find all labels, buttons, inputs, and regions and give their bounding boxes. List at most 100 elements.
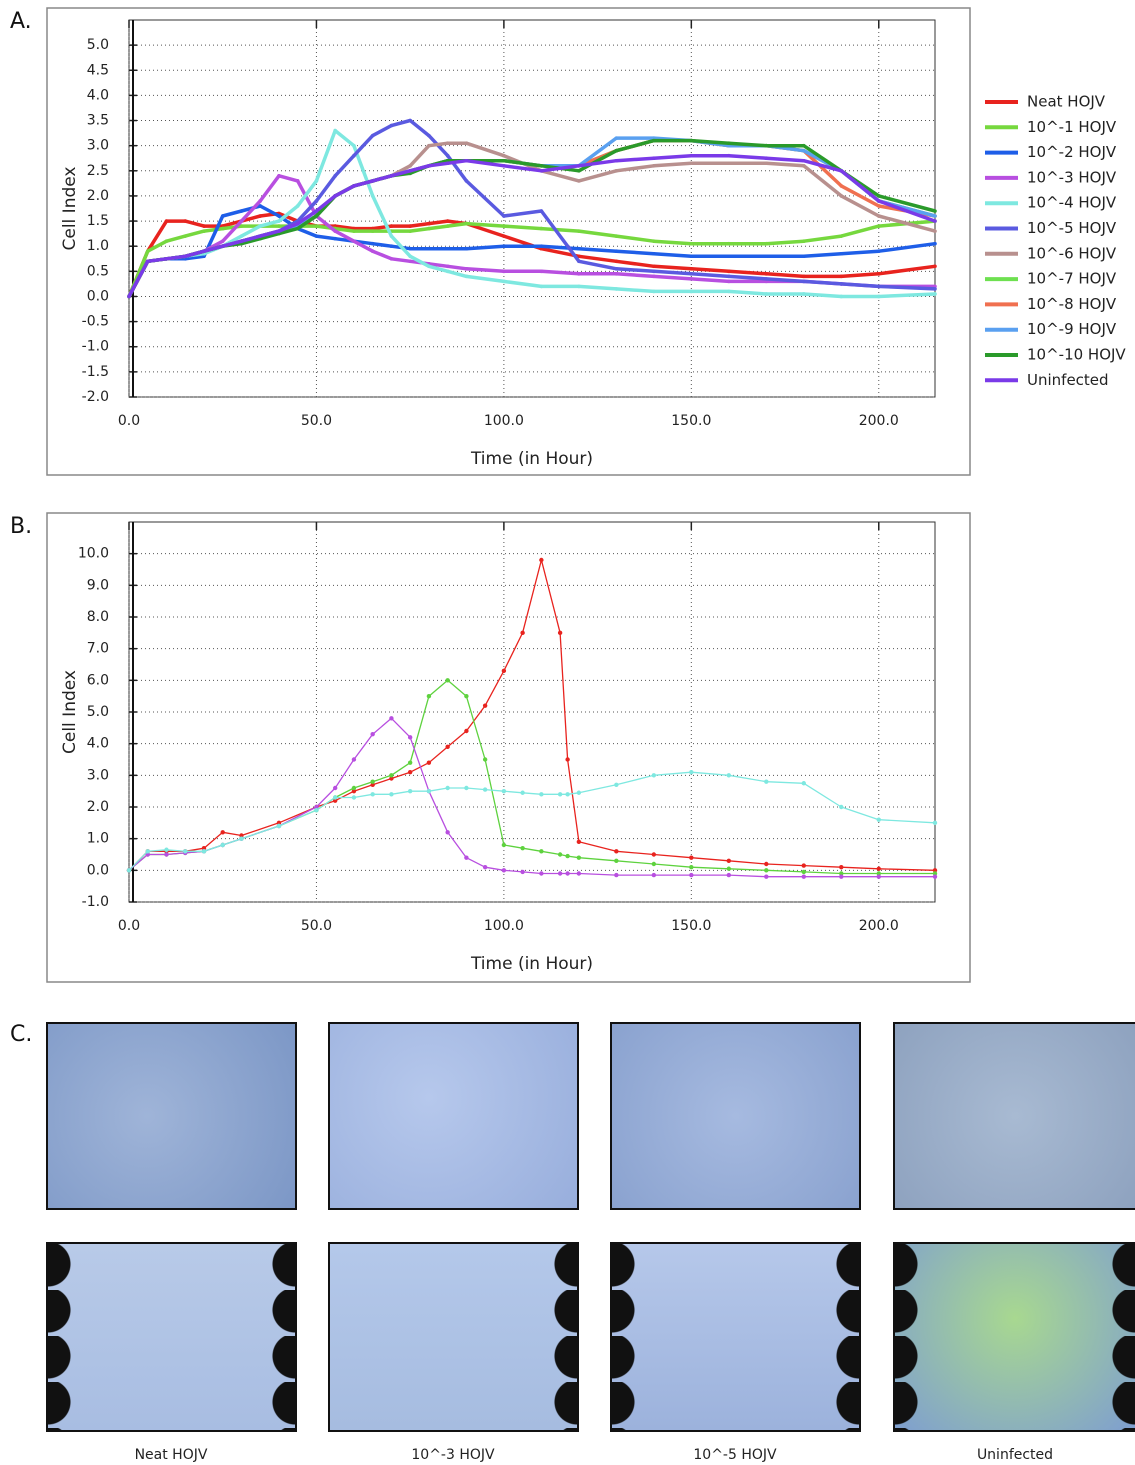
data-point [277,224,281,228]
data-point [539,163,544,168]
y-tick-label: 0.5 [87,263,109,279]
data-point [220,226,225,231]
data-point [445,264,450,269]
data-point [577,229,581,233]
data-point [183,254,188,259]
data-point [145,249,150,254]
data-point [614,849,619,854]
data-point [652,163,656,168]
data-point [389,773,394,778]
y-tick-label: 9.0 [87,577,109,593]
data-point [520,845,525,851]
data-point [876,272,881,276]
data-point [689,769,694,775]
data-point [520,790,525,795]
data-point [408,224,412,228]
data-point [502,244,506,248]
data-point [839,194,844,198]
data-point [145,852,150,857]
micrograph [46,1242,297,1432]
legend-label: 10^-10 HOJV [1027,346,1126,364]
data-point [407,788,413,794]
y-tick-label: 1.0 [87,831,109,847]
data-point [764,143,769,148]
y-tick-label: -1.0 [82,894,109,910]
data-point [370,229,375,233]
data-point [727,279,731,284]
data-point [295,204,300,208]
data-point [370,792,375,797]
x-axis-title: Time (in Hour) [470,954,593,974]
data-point [839,184,844,188]
data-point [370,731,375,737]
data-point [614,782,619,788]
data-point [577,169,581,173]
data-point [801,239,806,243]
data-point [614,259,619,264]
data-point [389,244,394,248]
data-point [577,163,581,168]
data-point [689,254,694,259]
data-point [764,292,769,296]
panel-label: A. [10,9,32,34]
x-tick-label: 100.0 [484,918,524,934]
data-point [220,830,225,835]
data-point [839,274,844,279]
data-point [314,214,319,218]
data-point [801,158,806,163]
data-point [464,785,469,791]
data-point [557,792,563,797]
panel-label: C. [10,1022,32,1047]
data-point [389,256,394,261]
data-point [258,199,263,203]
x-tick-label: 100.0 [484,413,524,429]
data-point [539,169,544,173]
data-point [876,871,881,876]
panel-label: B. [10,514,32,539]
data-point [876,284,881,289]
data-point [258,234,263,238]
legend-label: 10^-6 HOJV [1027,244,1117,262]
data-point [726,858,732,864]
data-point [239,239,244,243]
data-point [576,871,582,876]
data-point [164,847,169,852]
data-point [689,872,694,878]
data-point [314,209,319,213]
data-point [201,849,207,854]
data-point [932,868,938,873]
data-point [539,849,544,854]
data-point [314,807,319,813]
y-tick-label: 1.0 [87,238,109,254]
data-point [426,693,432,699]
data-point [801,254,806,259]
data-point [427,264,431,269]
data-point [539,792,544,797]
data-point [932,874,938,879]
data-point [839,282,844,286]
data-point [932,871,938,876]
data-point [557,871,563,876]
data-point [764,874,769,879]
data-point [565,757,570,762]
y-tick-label: 4.0 [87,87,109,103]
image-caption: Neat HOJV [135,1447,208,1463]
y-tick-label: 7.0 [87,641,109,657]
data-point [764,161,769,166]
y-tick-label: -1.5 [82,364,109,380]
data-point [295,226,300,231]
data-point [933,241,937,246]
legend-label: 10^-7 HOJV [1027,270,1117,288]
x-tick-label: 0.0 [118,918,140,934]
data-point [557,630,563,636]
data-point [407,760,413,765]
data-point [614,169,619,173]
data-point [577,179,581,183]
data-point [482,864,488,870]
y-tick-label: 4.5 [87,62,109,78]
data-point [445,224,450,228]
data-point [482,703,488,708]
data-point [614,148,619,153]
data-point [933,264,937,269]
